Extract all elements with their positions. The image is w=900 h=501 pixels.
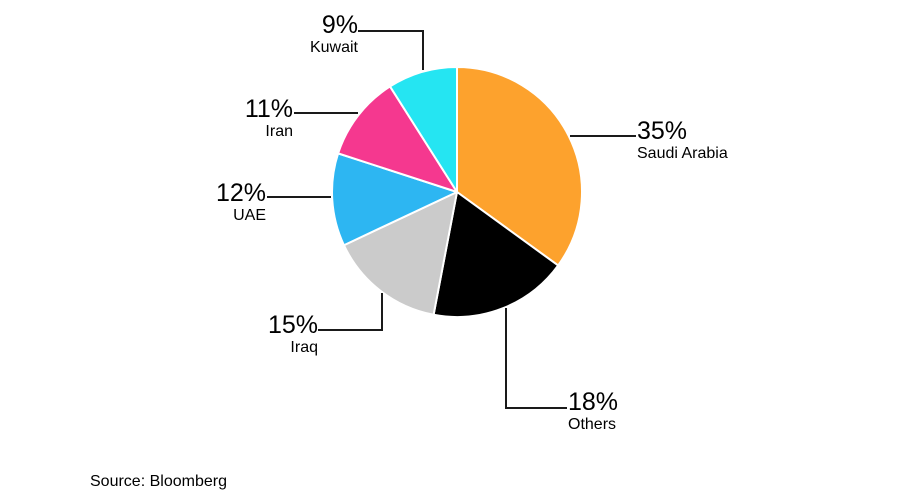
callout-saudi-arabia-pct: 35% [637,117,688,145]
callout-kuwait-name: Kuwait [309,39,358,56]
callout-uae-name: UAE [233,207,266,224]
callout-kuwait-pct: 9% [321,11,358,39]
leader-line-iraq [318,293,383,331]
callout-iran: 11% Iran [245,97,293,142]
pie [331,66,583,318]
pie-slice-uae [331,152,458,247]
callout-iran-name: Iran [265,123,293,140]
callout-saudi-arabia: 35% Saudi Arabia [637,119,728,164]
callout-saudi-arabia-name: Saudi Arabia [637,145,728,162]
callout-iraq: 15% Iraq [268,313,318,358]
pie-slice-kuwait [389,66,458,193]
callout-uae: 12% UAE [216,181,266,226]
pie-slice-iraq [342,191,458,316]
callout-others: 18% Others [568,390,618,435]
pie-slice-others [432,191,560,318]
leader-line-others [505,308,567,409]
source-note: Source: Bloomberg [90,473,227,490]
callout-iraq-pct: 15% [267,311,318,339]
callout-others-pct: 18% [568,388,619,416]
pie-slice-saudi-arabia [456,66,583,267]
pie-slice-iran [337,85,458,193]
callout-uae-pct: 12% [215,179,266,207]
leader-line-kuwait [358,30,424,70]
callout-others-name: Others [568,416,617,433]
leader-lines [267,30,636,409]
callout-iran-pct: 11% [244,95,293,123]
callout-kuwait: 9% Kuwait [310,13,358,58]
callout-iraq-name: Iraq [290,339,318,356]
